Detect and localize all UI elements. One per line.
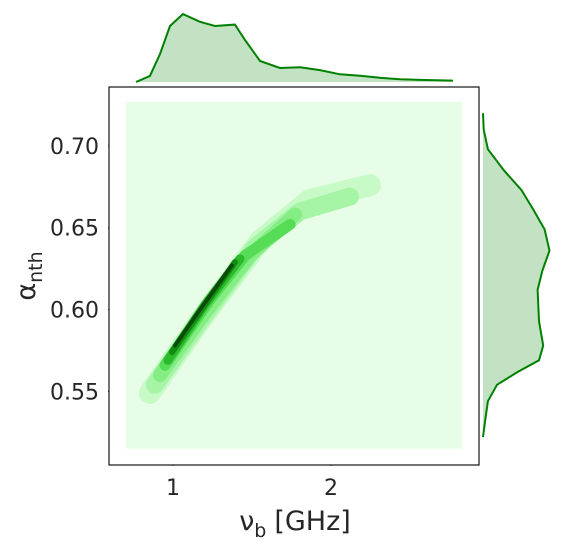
y-tick-label: 0.55 — [50, 380, 99, 405]
x-label-subscript: b — [254, 520, 266, 542]
y-tick-label: 0.65 — [50, 217, 99, 242]
y-tick-label: 0.70 — [50, 135, 99, 160]
y-tick-label: 0.60 — [50, 299, 99, 324]
top-marginal-line — [135, 12, 453, 83]
kde-support — [126, 101, 463, 449]
x-label-unit: [GHz] — [274, 506, 350, 537]
y-label-subscript: nth — [25, 251, 47, 283]
plot-layer: 1 2 0.55 0.60 0.65 0.70 — [50, 12, 551, 501]
top-marginal-area — [136, 14, 453, 83]
right-marginal-area — [483, 113, 550, 438]
x-label-symbol: ν — [239, 506, 254, 537]
right-marginal-line — [482, 113, 551, 438]
kde-level — [173, 263, 234, 348]
x-tick-label: 2 — [324, 476, 338, 501]
axes-frame — [108, 86, 480, 466]
x-tick-label: 1 — [166, 476, 180, 501]
x-axis-label: νb [GHz] — [239, 506, 351, 542]
y-label-symbol: α — [11, 283, 42, 301]
y-axis-label: αnth — [11, 251, 47, 300]
